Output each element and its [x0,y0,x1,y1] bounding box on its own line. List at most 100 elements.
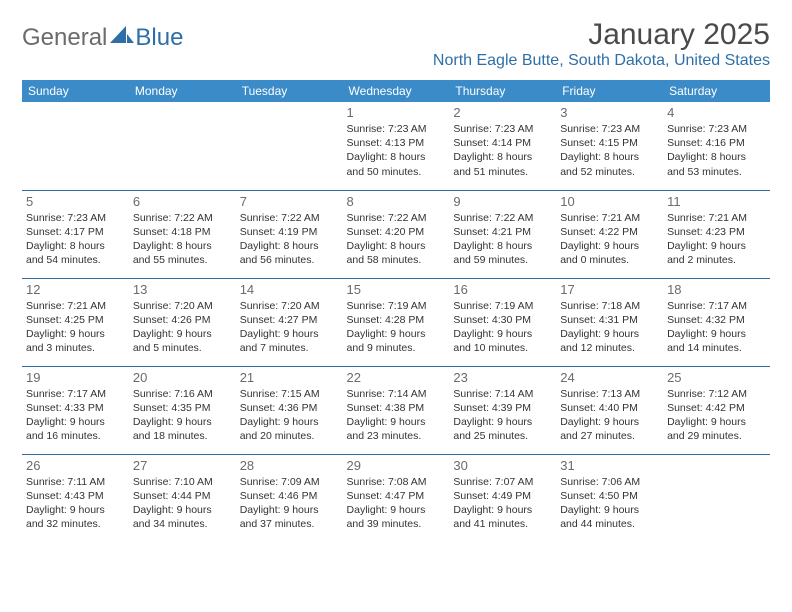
day-details: Sunrise: 7:22 AMSunset: 4:20 PMDaylight:… [347,211,446,268]
calendar-cell: 12Sunrise: 7:21 AMSunset: 4:25 PMDayligh… [22,278,129,366]
day-number: 3 [560,105,659,120]
day-details: Sunrise: 7:15 AMSunset: 4:36 PMDaylight:… [240,387,339,444]
day-number: 11 [667,194,766,209]
calendar-cell: 15Sunrise: 7:19 AMSunset: 4:28 PMDayligh… [343,278,450,366]
day-number: 29 [347,458,446,473]
day-details: Sunrise: 7:23 AMSunset: 4:15 PMDaylight:… [560,122,659,179]
day-details: Sunrise: 7:12 AMSunset: 4:42 PMDaylight:… [667,387,766,444]
calendar-cell: 30Sunrise: 7:07 AMSunset: 4:49 PMDayligh… [449,454,556,542]
day-details: Sunrise: 7:23 AMSunset: 4:14 PMDaylight:… [453,122,552,179]
day-details: Sunrise: 7:23 AMSunset: 4:16 PMDaylight:… [667,122,766,179]
day-number: 2 [453,105,552,120]
calendar-cell: 27 Sunrise: 7:10 AMSunset: 4:44 PMDayligh… [129,454,236,542]
day-details: Sunrise: 7:08 AMSunset: 4:47 PMDaylight:… [347,475,446,532]
day-number: 18 [667,282,766,297]
logo: General Blue [22,18,183,52]
calendar-cell: 17Sunrise: 7:18 AMSunset: 4:31 PMDayligh… [556,278,663,366]
calendar-cell: 2 Sunrise: 7:23 AMSunset: 4:14 PMDaylight… [449,102,556,190]
day-header: Wednesday [343,80,450,102]
calendar-cell [236,102,343,190]
calendar-cell: 3 Sunrise: 7:23 AMSunset: 4:15 PMDaylight… [556,102,663,190]
day-number: 17 [560,282,659,297]
day-details: Sunrise: 7:06 AMSunset: 4:50 PMDaylight:… [560,475,659,532]
day-number: 12 [26,282,125,297]
calendar-cell: 31 Sunrise: 7:06 AMSunset: 4:50 PMDayligh… [556,454,663,542]
day-details: Sunrise: 7:17 AMSunset: 4:32 PMDaylight:… [667,299,766,356]
calendar-week-row: 26 Sunrise: 7:11 AMSunset: 4:43 PMDayligh… [22,454,770,542]
logo-sail-icon [109,24,135,52]
day-number: 27 [133,458,232,473]
day-details: Sunrise: 7:23 AMSunset: 4:13 PMDaylight:… [347,122,446,179]
day-number: 13 [133,282,232,297]
day-number: 8 [347,194,446,209]
day-number: 9 [453,194,552,209]
calendar-cell [663,454,770,542]
calendar-cell: 10 Sunrise: 7:21 AMSunset: 4:22 PMDayligh… [556,190,663,278]
day-header: Sunday [22,80,129,102]
day-number: 14 [240,282,339,297]
calendar-week-row: 5Sunrise: 7:23 AMSunset: 4:17 PMDaylight… [22,190,770,278]
header-right: January 2025 North Eagle Butte, South Da… [433,18,770,78]
calendar-cell: 1 Sunrise: 7:23 AMSunset: 4:13 PMDaylight… [343,102,450,190]
day-header-row: SundayMondayTuesdayWednesdayThursdayFrid… [22,80,770,102]
day-details: Sunrise: 7:10 AMSunset: 4:44 PMDaylight:… [133,475,232,532]
day-header: Thursday [449,80,556,102]
day-details: Sunrise: 7:17 AMSunset: 4:33 PMDaylight:… [26,387,125,444]
day-number: 26 [26,458,125,473]
day-number: 4 [667,105,766,120]
day-number: 19 [26,370,125,385]
day-details: Sunrise: 7:21 AMSunset: 4:22 PMDaylight:… [560,211,659,268]
calendar-cell: 16 Sunrise: 7:19 AMSunset: 4:30 PMDayligh… [449,278,556,366]
calendar-cell: 14Sunrise: 7:20 AMSunset: 4:27 PMDayligh… [236,278,343,366]
calendar-cell: 26 Sunrise: 7:11 AMSunset: 4:43 PMDayligh… [22,454,129,542]
calendar-week-row: 1 Sunrise: 7:23 AMSunset: 4:13 PMDaylight… [22,102,770,190]
calendar-cell: 19 Sunrise: 7:17 AMSunset: 4:33 PMDayligh… [22,366,129,454]
calendar-cell: 7 Sunrise: 7:22 AMSunset: 4:19 PMDaylight… [236,190,343,278]
calendar-cell: 11 Sunrise: 7:21 AMSunset: 4:23 PMDayligh… [663,190,770,278]
day-header: Monday [129,80,236,102]
day-number: 10 [560,194,659,209]
day-number: 25 [667,370,766,385]
day-details: Sunrise: 7:22 AMSunset: 4:18 PMDaylight:… [133,211,232,268]
calendar-body: 1 Sunrise: 7:23 AMSunset: 4:13 PMDaylight… [22,102,770,542]
calendar-page: General Blue January 2025 North Eagle Bu… [0,0,792,542]
location-text: North Eagle Butte, South Dakota, United … [433,52,770,70]
calendar-cell: 9 Sunrise: 7:22 AMSunset: 4:21 PMDaylight… [449,190,556,278]
calendar-cell: 25 Sunrise: 7:12 AMSunset: 4:42 PMDayligh… [663,366,770,454]
day-details: Sunrise: 7:19 AMSunset: 4:30 PMDaylight:… [453,299,552,356]
day-number: 21 [240,370,339,385]
header-row: General Blue January 2025 North Eagle Bu… [22,18,770,78]
day-details: Sunrise: 7:09 AMSunset: 4:46 PMDaylight:… [240,475,339,532]
calendar-cell: 23 Sunrise: 7:14 AMSunset: 4:39 PMDayligh… [449,366,556,454]
calendar-cell: 20Sunrise: 7:16 AMSunset: 4:35 PMDayligh… [129,366,236,454]
day-number: 30 [453,458,552,473]
calendar-week-row: 12Sunrise: 7:21 AMSunset: 4:25 PMDayligh… [22,278,770,366]
day-number: 5 [26,194,125,209]
day-details: Sunrise: 7:14 AMSunset: 4:38 PMDaylight:… [347,387,446,444]
logo-text-2: Blue [135,24,183,52]
day-number: 7 [240,194,339,209]
day-details: Sunrise: 7:22 AMSunset: 4:21 PMDaylight:… [453,211,552,268]
calendar-cell: 6Sunrise: 7:22 AMSunset: 4:18 PMDaylight… [129,190,236,278]
calendar-cell: 5Sunrise: 7:23 AMSunset: 4:17 PMDaylight… [22,190,129,278]
day-details: Sunrise: 7:14 AMSunset: 4:39 PMDaylight:… [453,387,552,444]
day-details: Sunrise: 7:22 AMSunset: 4:19 PMDaylight:… [240,211,339,268]
day-details: Sunrise: 7:11 AMSunset: 4:43 PMDaylight:… [26,475,125,532]
day-number: 23 [453,370,552,385]
day-number: 31 [560,458,659,473]
day-number: 28 [240,458,339,473]
calendar-week-row: 19 Sunrise: 7:17 AMSunset: 4:33 PMDayligh… [22,366,770,454]
logo-text-1: General [22,24,107,52]
calendar-cell: 24Sunrise: 7:13 AMSunset: 4:40 PMDayligh… [556,366,663,454]
day-number: 22 [347,370,446,385]
day-number: 1 [347,105,446,120]
day-number: 15 [347,282,446,297]
day-header: Saturday [663,80,770,102]
day-details: Sunrise: 7:21 AMSunset: 4:23 PMDaylight:… [667,211,766,268]
calendar-cell: 22 Sunrise: 7:14 AMSunset: 4:38 PMDayligh… [343,366,450,454]
day-number: 16 [453,282,552,297]
calendar-cell: 21 Sunrise: 7:15 AMSunset: 4:36 PMDayligh… [236,366,343,454]
calendar-cell: 28 Sunrise: 7:09 AMSunset: 4:46 PMDayligh… [236,454,343,542]
calendar-cell: 4 Sunrise: 7:23 AMSunset: 4:16 PMDaylight… [663,102,770,190]
day-details: Sunrise: 7:20 AMSunset: 4:26 PMDaylight:… [133,299,232,356]
